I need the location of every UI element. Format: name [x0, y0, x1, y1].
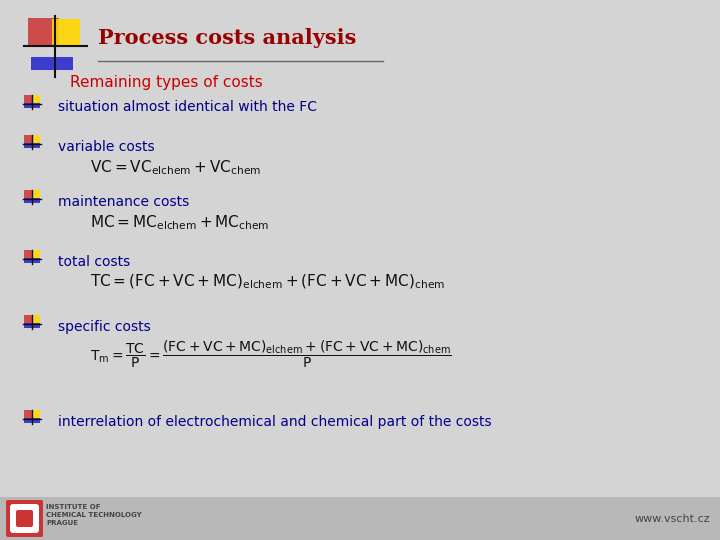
FancyBboxPatch shape — [16, 510, 33, 527]
FancyBboxPatch shape — [10, 504, 39, 533]
Text: variable costs: variable costs — [58, 140, 155, 154]
Text: Remaining types of costs: Remaining types of costs — [70, 75, 263, 90]
FancyBboxPatch shape — [32, 410, 40, 418]
FancyBboxPatch shape — [24, 418, 40, 423]
FancyBboxPatch shape — [0, 497, 720, 540]
Text: $\mathrm{MC = MC_{elchem} + MC_{chem}}$: $\mathrm{MC = MC_{elchem} + MC_{chem}}$ — [90, 213, 269, 232]
FancyBboxPatch shape — [32, 136, 40, 144]
FancyBboxPatch shape — [24, 251, 32, 259]
FancyBboxPatch shape — [52, 19, 80, 46]
FancyBboxPatch shape — [24, 410, 32, 418]
Text: PRAGUE: PRAGUE — [46, 520, 78, 526]
FancyBboxPatch shape — [24, 315, 32, 323]
FancyBboxPatch shape — [32, 315, 40, 323]
Text: $\mathrm{T_m = \dfrac{TC}{P} = \dfrac{\left(FC + VC + MC\right)_{elchem} + \left: $\mathrm{T_m = \dfrac{TC}{P} = \dfrac{\l… — [90, 338, 452, 370]
FancyBboxPatch shape — [32, 251, 40, 259]
Text: maintenance costs: maintenance costs — [58, 195, 189, 209]
FancyBboxPatch shape — [24, 103, 40, 108]
FancyBboxPatch shape — [24, 96, 32, 104]
FancyBboxPatch shape — [28, 18, 59, 46]
FancyBboxPatch shape — [24, 143, 40, 148]
FancyBboxPatch shape — [32, 96, 40, 104]
Text: $\mathrm{VC = VC_{elchem} + VC_{chem}}$: $\mathrm{VC = VC_{elchem} + VC_{chem}}$ — [90, 158, 261, 177]
FancyBboxPatch shape — [24, 198, 40, 203]
Text: Process costs analysis: Process costs analysis — [98, 28, 356, 48]
Text: CHEMICAL TECHNOLOGY: CHEMICAL TECHNOLOGY — [46, 512, 142, 518]
FancyBboxPatch shape — [24, 191, 32, 199]
FancyBboxPatch shape — [24, 136, 32, 144]
FancyBboxPatch shape — [24, 323, 40, 328]
Text: $\mathrm{TC = \left(FC + VC + MC\right)_{elchem} + \left(FC + VC + MC\right)_{ch: $\mathrm{TC = \left(FC + VC + MC\right)_… — [90, 273, 445, 292]
FancyBboxPatch shape — [24, 258, 40, 263]
FancyBboxPatch shape — [32, 191, 40, 199]
FancyBboxPatch shape — [31, 57, 73, 70]
Text: total costs: total costs — [58, 255, 130, 269]
FancyBboxPatch shape — [6, 500, 43, 537]
Text: www.vscht.cz: www.vscht.cz — [634, 514, 710, 524]
Text: interrelation of electrochemical and chemical part of the costs: interrelation of electrochemical and che… — [58, 415, 492, 429]
Text: specific costs: specific costs — [58, 320, 150, 334]
Text: situation almost identical with the FC: situation almost identical with the FC — [58, 100, 317, 114]
Text: INSTITUTE OF: INSTITUTE OF — [46, 504, 101, 510]
